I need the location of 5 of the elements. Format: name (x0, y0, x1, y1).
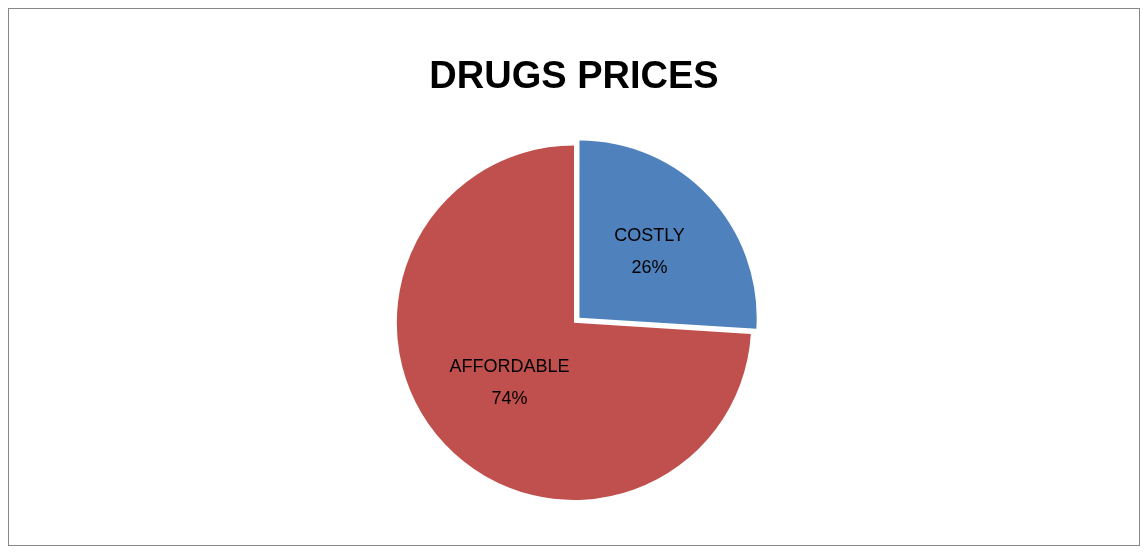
chart-title: DRUGS PRICES (429, 54, 719, 97)
slice-label: AFFORDABLE (449, 356, 570, 377)
data-label: 26% (631, 256, 668, 277)
slice-label: COSTLY (614, 224, 685, 245)
data-label: 74% (491, 388, 528, 409)
